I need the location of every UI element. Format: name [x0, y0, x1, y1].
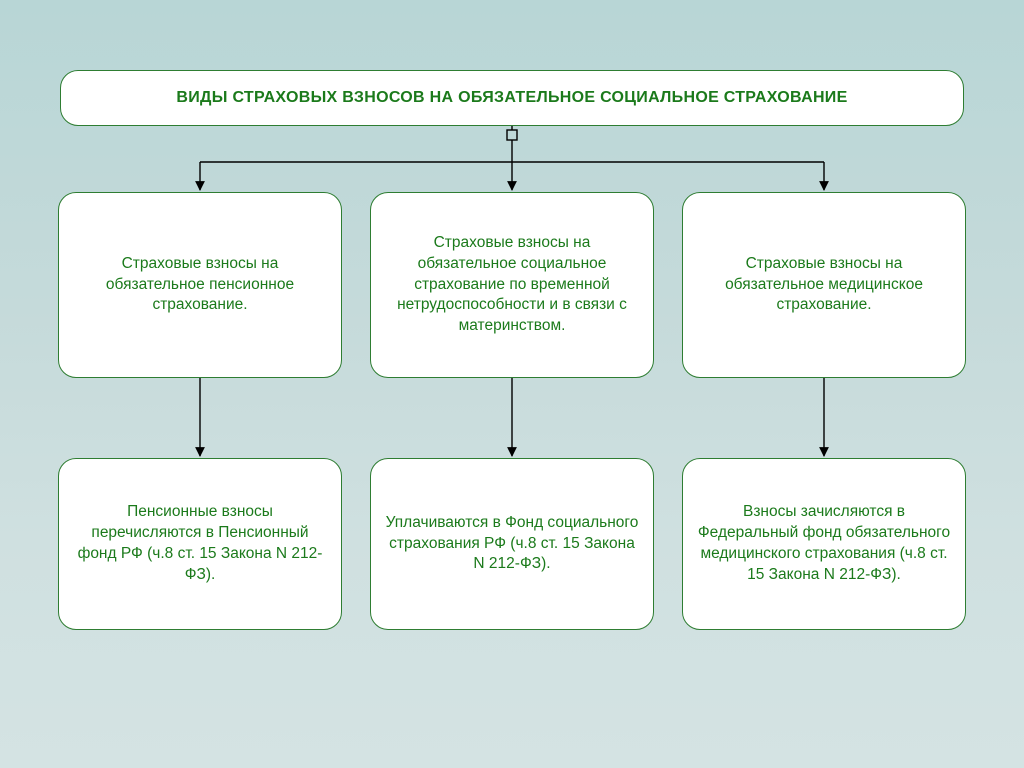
- branch-2-top-text: Страховые взносы на обязательное медицин…: [697, 254, 951, 317]
- branch-2-top-box: Страховые взносы на обязательное медицин…: [682, 192, 966, 378]
- title-text: ВИДЫ СТРАХОВЫХ ВЗНОСОВ НА ОБЯЗАТЕЛЬНОЕ С…: [176, 87, 847, 109]
- branch-2-bottom-box: Взносы зачисляются в Федеральный фонд об…: [682, 458, 966, 630]
- branch-1-top-text: Страховые взносы на обязательное социаль…: [385, 233, 639, 338]
- title-box: ВИДЫ СТРАХОВЫХ ВЗНОСОВ НА ОБЯЗАТЕЛЬНОЕ С…: [60, 70, 964, 126]
- branch-0-top-text: Страховые взносы на обязательное пенсион…: [73, 254, 327, 317]
- branch-1-top-box: Страховые взносы на обязательное социаль…: [370, 192, 654, 378]
- branch-1-bottom-box: Уплачиваются в Фонд социального страхова…: [370, 458, 654, 630]
- branch-2-bottom-text: Взносы зачисляются в Федеральный фонд об…: [697, 502, 951, 586]
- branch-0-bottom-text: Пенсионные взносы перечисляются в Пенсио…: [73, 502, 327, 586]
- branch-0-top-box: Страховые взносы на обязательное пенсион…: [58, 192, 342, 378]
- branch-1-bottom-text: Уплачиваются в Фонд социального страхова…: [385, 513, 639, 576]
- branch-0-bottom-box: Пенсионные взносы перечисляются в Пенсио…: [58, 458, 342, 630]
